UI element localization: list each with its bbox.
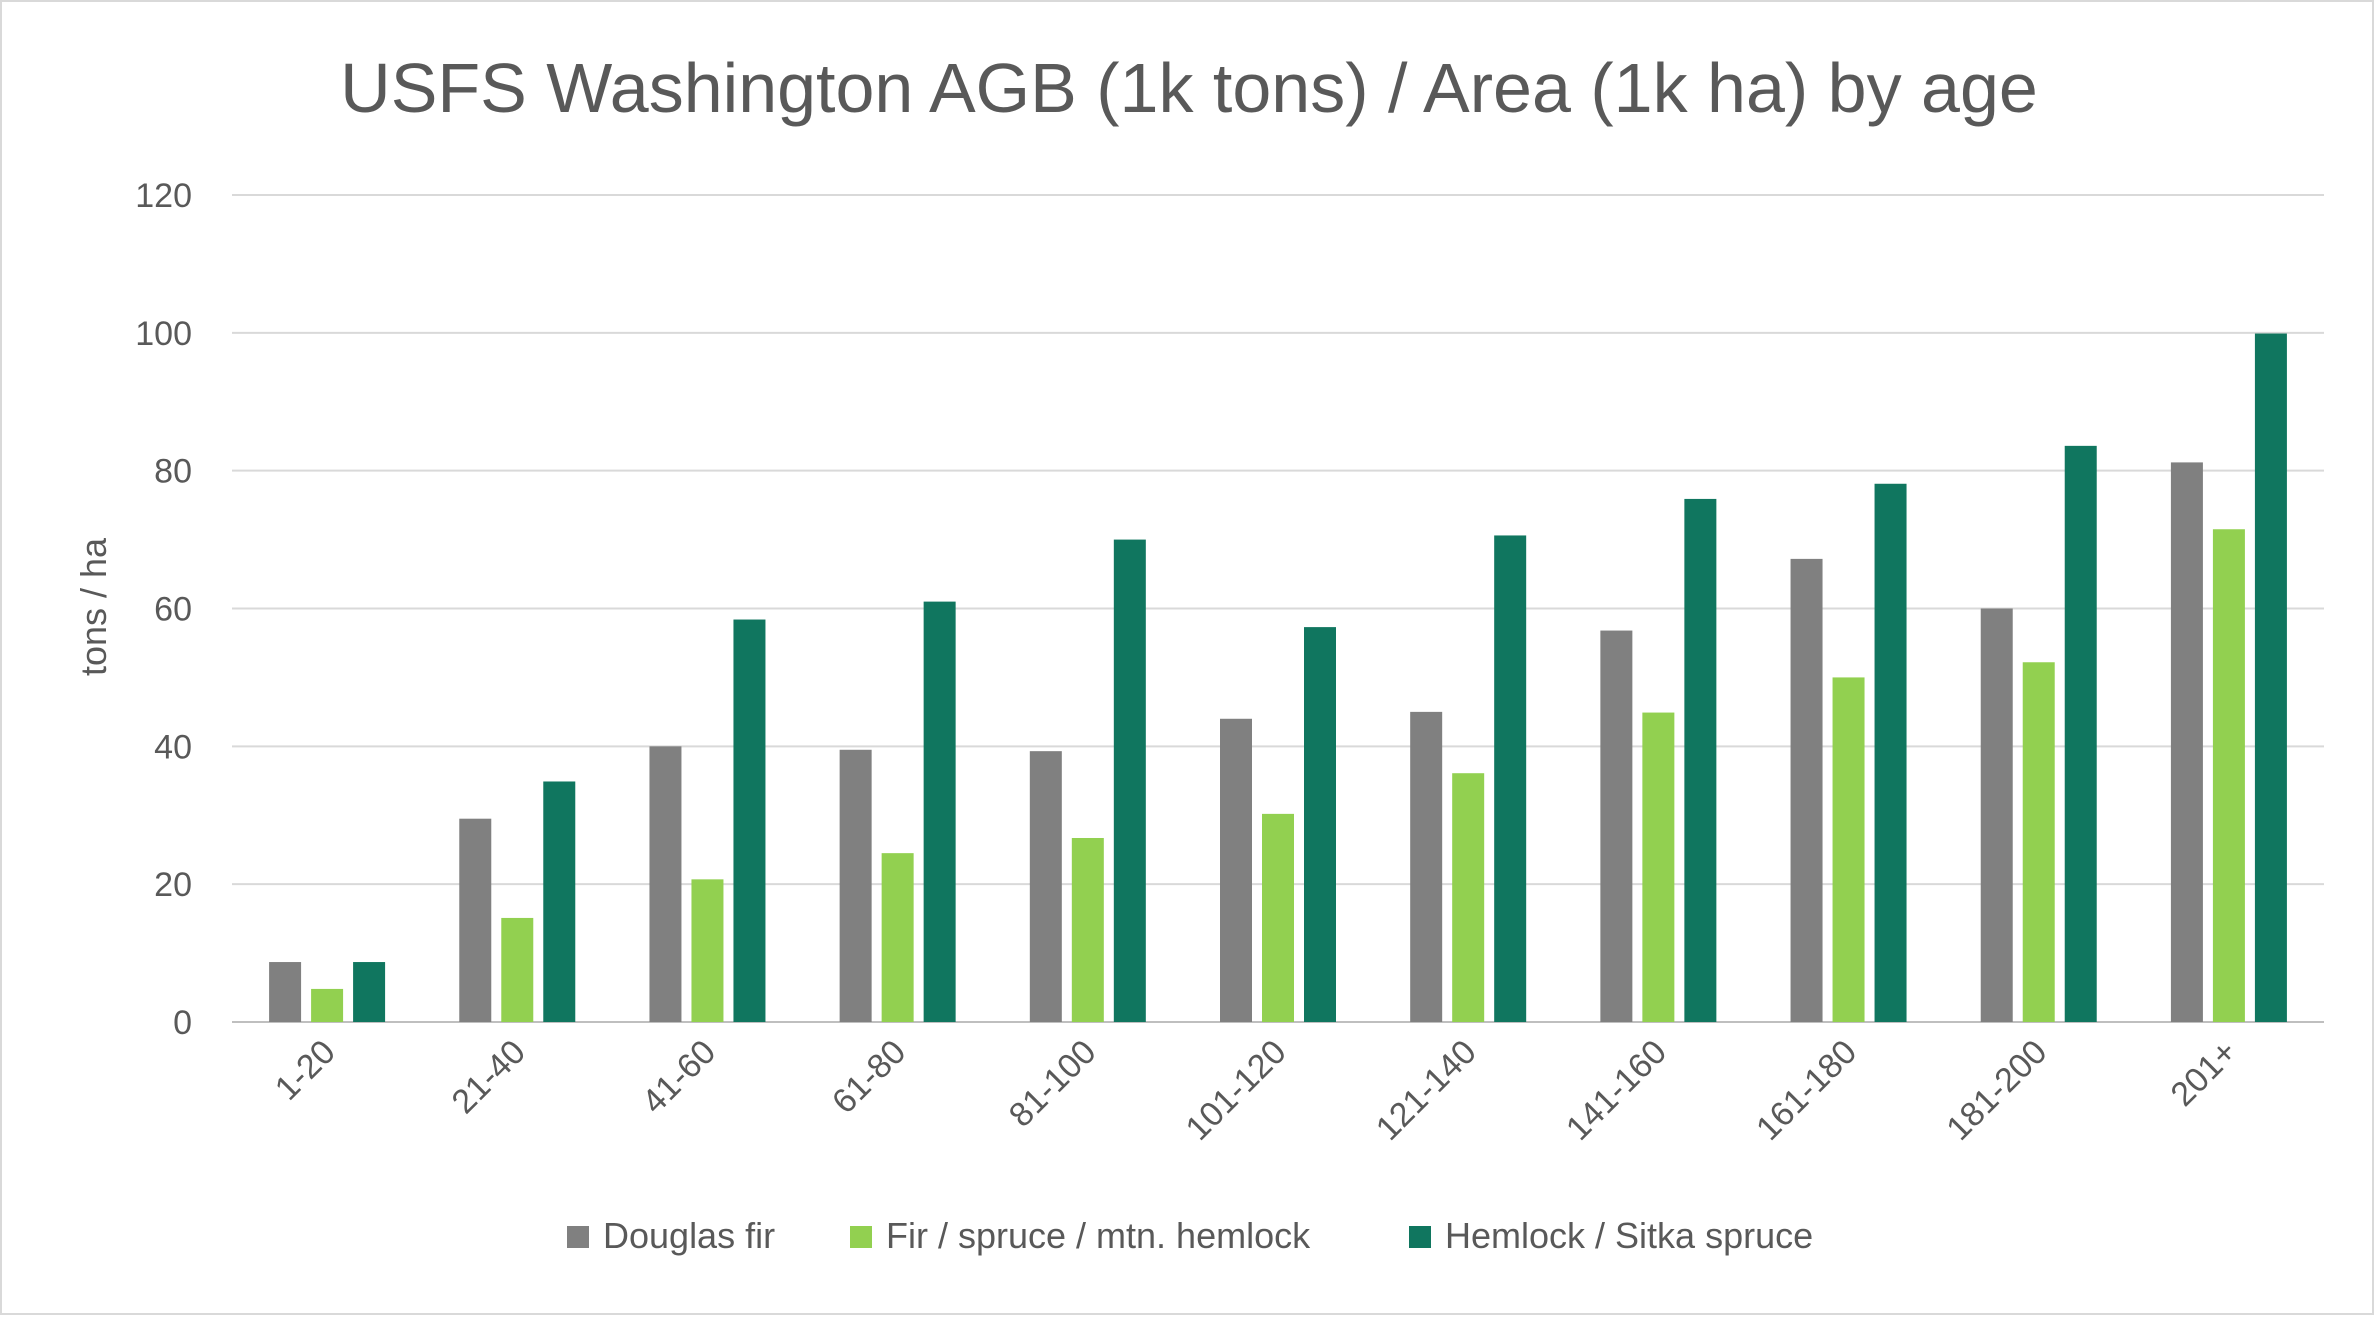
bar-41-60-series-1 <box>649 746 682 1022</box>
bar-101-120-series-2 <box>1262 813 1294 1022</box>
legend-label: Hemlock / Sitka spruce <box>1445 1215 1813 1256</box>
legend-swatch <box>1409 1226 1431 1248</box>
y-tick-label: 0 <box>173 1004 192 1042</box>
bar-121-140-series-3 <box>1494 535 1527 1022</box>
legend-swatch <box>850 1226 872 1248</box>
y-tick-label: 80 <box>154 453 192 491</box>
legend-label: Douglas fir <box>603 1215 775 1256</box>
y-tick-label: 60 <box>154 591 192 629</box>
bar-121-140-series-2 <box>1452 773 1485 1022</box>
x-axis-ticks: 1-20 21-40 41-60 61-80 81-100 101-120 121-140 1… <box>268 1033 2245 1148</box>
x-tick-label: 121-140 <box>1369 1033 1484 1148</box>
bar-21-40-series-1 <box>459 818 492 1022</box>
bar-1-20-series-1 <box>269 962 302 1022</box>
x-tick-label: 201+ <box>2164 1033 2245 1114</box>
y-tick-label: 100 <box>135 315 192 353</box>
bar-181-200-series-2 <box>2022 662 2055 1022</box>
legend-label: Fir / spruce / mtn. hemlock <box>886 1215 1311 1256</box>
bar-181-200-series-1 <box>1980 608 2013 1022</box>
legend-swatch <box>567 1226 589 1248</box>
bar-41-60-series-3 <box>733 619 766 1022</box>
bar-141-160-series-1 <box>1600 630 1633 1022</box>
bar-161-180-series-2 <box>1832 677 1865 1022</box>
bar-201+-series-3 <box>2254 333 2287 1023</box>
bar-201+-series-2 <box>2212 529 2245 1022</box>
bar-61-80-series-1 <box>839 749 872 1022</box>
bar-161-180-series-1 <box>1790 558 1823 1022</box>
y-tick-label: 20 <box>154 866 192 904</box>
bar-1-20-series-2 <box>311 988 344 1022</box>
bar-41-60-series-2 <box>691 879 724 1022</box>
x-tick-label: 61-80 <box>825 1033 913 1121</box>
bar-161-180-series-3 <box>1874 483 1907 1022</box>
gridlines <box>232 194 2324 1023</box>
bar-21-40-series-2 <box>501 917 534 1022</box>
x-tick-label: 161-180 <box>1749 1033 1864 1148</box>
bar-1-20-series-3 <box>353 962 386 1022</box>
bar-121-140-series-1 <box>1410 711 1443 1022</box>
bars <box>269 333 2287 1023</box>
x-tick-label: 1-20 <box>268 1033 343 1108</box>
y-axis-label: tons / ha <box>73 537 114 676</box>
bar-101-120-series-1 <box>1220 718 1252 1022</box>
bar-141-160-series-3 <box>1684 498 1717 1022</box>
bar-61-80-series-2 <box>881 853 914 1022</box>
bar-21-40-series-3 <box>543 781 576 1022</box>
x-tick-label: 21-40 <box>445 1033 533 1121</box>
bar-181-200-series-3 <box>2064 445 2097 1022</box>
x-tick-label: 181-200 <box>1939 1033 2054 1148</box>
x-tick-label: 81-100 <box>1002 1033 1104 1135</box>
legend: Douglas fir Fir / spruce / mtn. hemlock He… <box>567 1215 1813 1256</box>
bar-141-160-series-2 <box>1642 712 1675 1022</box>
bar-101-120-series-3 <box>1304 627 1336 1022</box>
bar-201+-series-1 <box>2170 462 2203 1022</box>
bar-61-80-series-3 <box>923 601 956 1022</box>
x-tick-label: 41-60 <box>635 1033 723 1121</box>
bar-81-100-series-2 <box>1071 837 1104 1022</box>
x-tick-label: 101-120 <box>1179 1033 1294 1148</box>
y-axis-ticks: 0 20 40 60 80 100 120 <box>135 177 192 1042</box>
x-tick-label: 141-160 <box>1559 1033 1674 1148</box>
chart-title: USFS Washington AGB (1k tons) / Area (1k… <box>340 49 2038 127</box>
bar-81-100-series-1 <box>1029 751 1062 1022</box>
y-tick-label: 40 <box>154 728 192 766</box>
bar-81-100-series-3 <box>1113 539 1146 1022</box>
y-tick-label: 120 <box>135 177 192 215</box>
